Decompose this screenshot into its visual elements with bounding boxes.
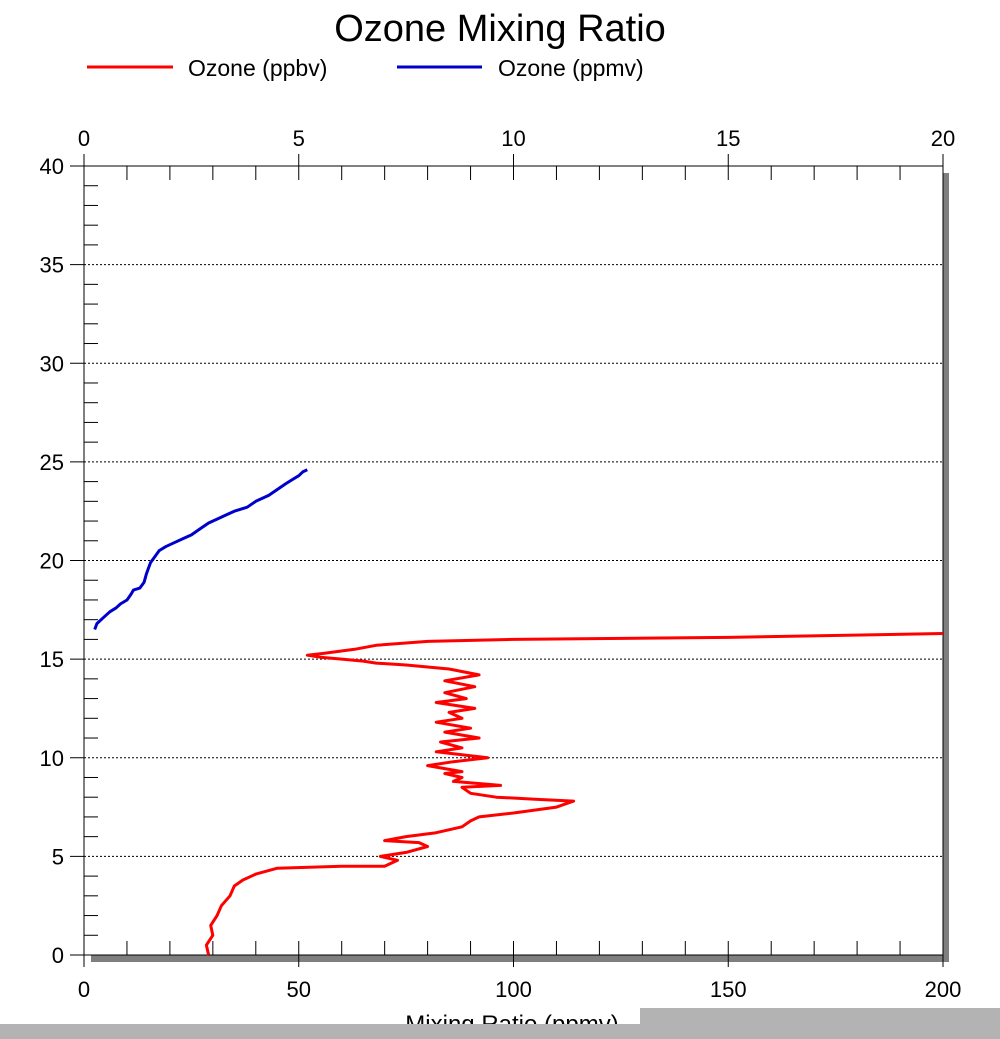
tick-marks bbox=[70, 154, 944, 967]
data-series bbox=[93, 468, 944, 956]
y-tick-label: 5 bbox=[52, 844, 64, 869]
plot-shadow-right bbox=[943, 173, 949, 962]
x-top-tick-label: 5 bbox=[293, 126, 305, 151]
x-bottom-tick-label: 0 bbox=[78, 977, 90, 1002]
x-bottom-tick-label: 150 bbox=[710, 977, 747, 1002]
legend-label-ozone-ppmv: Ozone (ppmv) bbox=[498, 55, 644, 81]
series-line-ozone-ppmv bbox=[93, 468, 308, 631]
x-top-tick-label: 0 bbox=[78, 126, 90, 151]
legend: Ozone (ppbv) Ozone (ppmv) bbox=[87, 55, 644, 81]
y-tick-label: 40 bbox=[40, 154, 64, 179]
y-tick-label: 30 bbox=[40, 351, 64, 376]
legend-label-ozone-ppbv: Ozone (ppbv) bbox=[188, 55, 327, 81]
y-tick-label: 15 bbox=[40, 647, 64, 672]
x-bottom-tick-label: 200 bbox=[925, 977, 962, 1002]
y-tick-label: 0 bbox=[52, 943, 64, 968]
y-tick-label: 20 bbox=[40, 549, 64, 574]
tick-labels: 0 5 10 15 20 25 30 35 40 0 50 100 150 200 0 5 10 15 20 bbox=[40, 126, 962, 1002]
gridlines bbox=[84, 264, 943, 857]
y-tick-label: 35 bbox=[40, 253, 64, 278]
y-tick-label: 10 bbox=[40, 746, 64, 771]
x-top-tick-label: 10 bbox=[501, 126, 525, 151]
x-bottom-tick-label: 50 bbox=[287, 977, 311, 1002]
x-bottom-tick-label: 100 bbox=[495, 977, 532, 1002]
y-tick-label: 25 bbox=[40, 450, 64, 475]
x-top-tick-label: 15 bbox=[716, 126, 740, 151]
window-scrollbar-left bbox=[0, 1024, 640, 1039]
series-line-ozone-ppbv bbox=[204, 632, 944, 956]
window-scrollbar-right bbox=[640, 1008, 1000, 1039]
chart-title: Ozone Mixing Ratio bbox=[334, 8, 666, 50]
plot-shadow-bottom bbox=[91, 955, 949, 962]
x-top-tick-label: 20 bbox=[931, 126, 955, 151]
